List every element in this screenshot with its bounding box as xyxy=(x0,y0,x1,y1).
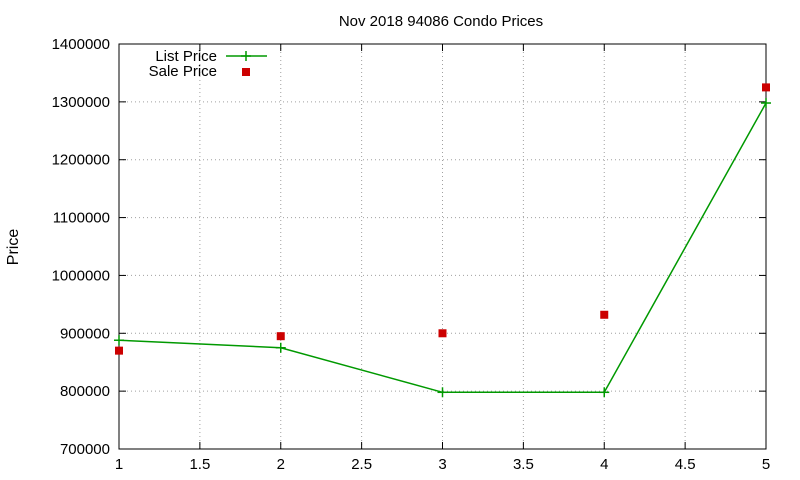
x-tick-label: 5 xyxy=(762,456,770,473)
chart-title: Nov 2018 94086 Condo Prices xyxy=(339,13,543,30)
y-axis-label: Price xyxy=(5,229,22,266)
y-tick-label: 1100000 xyxy=(53,210,110,227)
sale-price-point xyxy=(762,83,770,92)
legend-label-list-price: List Price xyxy=(155,48,217,65)
x-tick-label: 2 xyxy=(277,456,285,473)
axis-ticks: 1 1.5 2 2.5 3 3.5 4 4.5 5 700000 800000 900000 10000… xyxy=(52,36,771,473)
legend-marker-sale-price xyxy=(242,68,250,76)
series-layer xyxy=(114,83,771,398)
y-tick-label: 900000 xyxy=(60,325,110,342)
x-tick-label: 3 xyxy=(438,456,446,473)
sale-price-point xyxy=(600,310,609,319)
x-tick-label: 4 xyxy=(600,456,608,473)
legend: List Price Sale Price xyxy=(149,48,267,80)
list-price-point xyxy=(114,335,124,346)
legend-marker-list-price xyxy=(241,51,251,61)
x-tick-label: 1.5 xyxy=(189,456,210,473)
x-tick-label: 4.5 xyxy=(675,456,696,473)
y-tick-label: 800000 xyxy=(60,383,110,400)
list-price-point xyxy=(761,98,771,109)
x-tick-label: 2.5 xyxy=(351,456,372,473)
x-tick-label: 3.5 xyxy=(513,456,534,473)
legend-marks xyxy=(226,51,267,76)
y-tick-label: 1000000 xyxy=(52,267,110,284)
sale-price-point xyxy=(115,346,123,355)
y-tick-label: 700000 xyxy=(60,441,110,458)
list-price-point xyxy=(437,387,448,398)
x-tick-label: 1 xyxy=(115,456,123,473)
y-tick-label: 1200000 xyxy=(52,152,110,169)
list-price-point xyxy=(599,387,610,398)
sale-price-point xyxy=(276,332,285,341)
sale-price-point xyxy=(438,329,447,338)
y-tick-label: 1300000 xyxy=(52,94,110,111)
y-tick-label: 1400000 xyxy=(52,36,110,53)
legend-label-sale-price: Sale Price xyxy=(149,63,217,80)
list-price-point xyxy=(275,342,286,353)
